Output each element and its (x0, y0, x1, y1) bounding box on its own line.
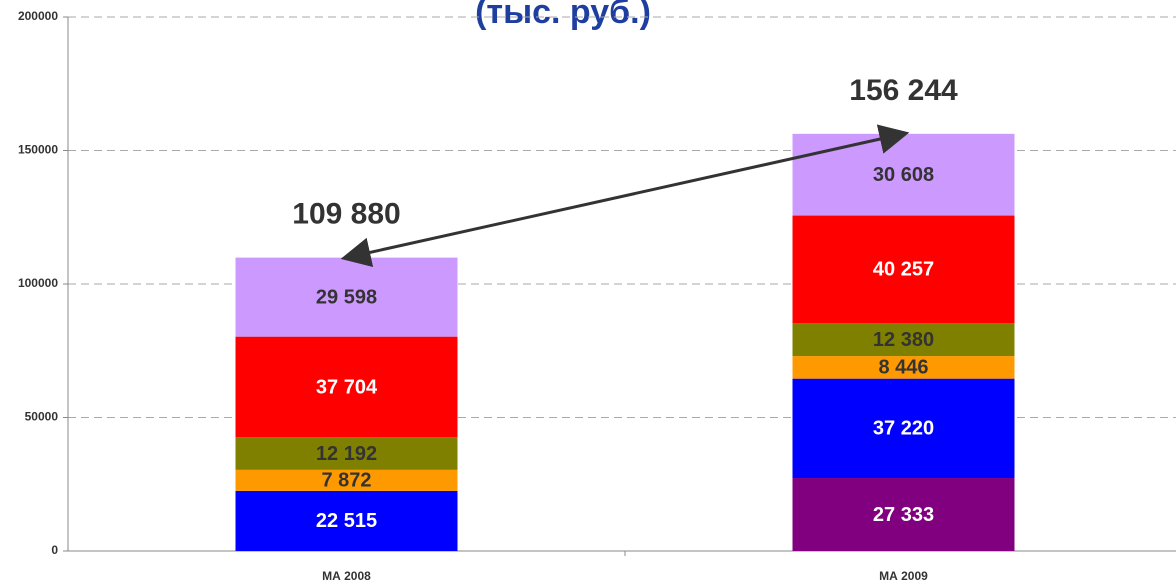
y-tick-label: 0 (51, 543, 58, 557)
value-label: 37 220 (873, 418, 934, 440)
bar-segment (235, 490, 458, 551)
value-label: 30 608 (873, 164, 934, 186)
bar-segment (235, 336, 458, 438)
bar-segment (792, 478, 1015, 551)
value-label: 7 872 (321, 470, 371, 492)
y-tick-label: 150000 (18, 143, 58, 157)
value-label: 8 446 (878, 357, 928, 379)
value-label: 27 333 (873, 504, 934, 526)
y-tick-label: 50000 (25, 410, 59, 424)
bar-segment (235, 257, 458, 337)
bar-segment (792, 356, 1015, 379)
bar-segment (792, 323, 1015, 357)
bar-segment (235, 437, 458, 470)
bar-segment (235, 469, 458, 491)
x-tick-label: МА 2009 (879, 569, 928, 583)
total-label: 156 244 (849, 74, 958, 107)
value-label: 12 192 (316, 443, 377, 465)
value-label: 37 704 (316, 376, 378, 398)
total-label: 109 880 (292, 198, 400, 231)
chart-title: (тыс. руб.) (475, 0, 651, 31)
value-label: 29 598 (316, 286, 377, 308)
y-tick-label: 200000 (18, 9, 58, 23)
trend-arrow (340, 124, 910, 268)
x-tick-label: МА 2008 (322, 569, 371, 583)
y-tick-label: 100000 (18, 276, 58, 290)
value-label: 40 257 (873, 259, 934, 281)
bar-segment (792, 378, 1015, 479)
value-label: 12 380 (873, 329, 934, 351)
value-label: 22 515 (316, 510, 377, 532)
